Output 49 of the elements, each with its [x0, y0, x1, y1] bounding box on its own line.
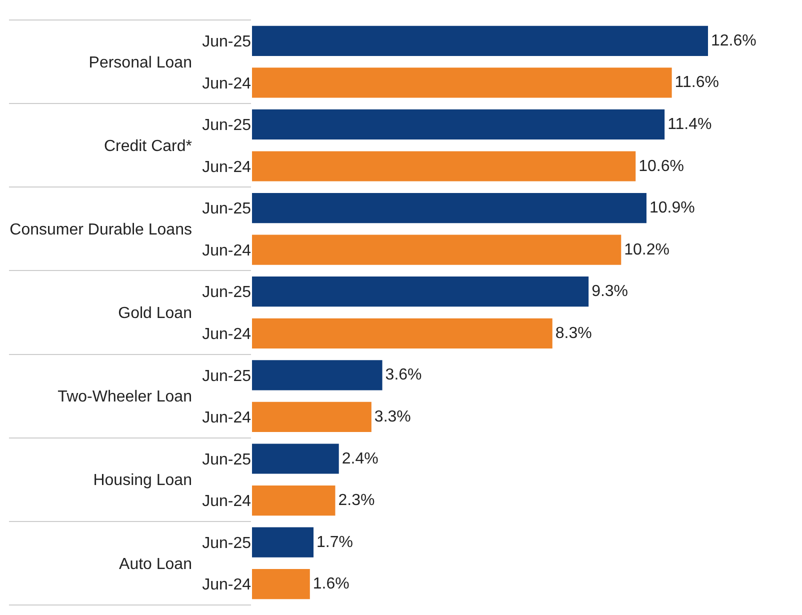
y-tick-label: Auto Loan: [119, 556, 192, 573]
text: Jun-24: [202, 493, 251, 510]
text: Jun-25: [202, 200, 251, 218]
data-label: 10.6%: [638, 158, 684, 175]
data-label: 11.4%: [668, 116, 712, 133]
text: Jun-25: [202, 33, 251, 50]
series-label: Jun-25: [202, 534, 252, 552]
data-label: 1.6%: [312, 576, 350, 593]
data-label: 10.9%: [649, 200, 695, 217]
bar: [252, 109, 665, 140]
data-label: 11.6%: [674, 74, 719, 92]
bar: [252, 26, 708, 56]
data-label: 12.6%: [711, 32, 756, 50]
data-label: 2.4%: [342, 450, 378, 468]
bar: [252, 569, 310, 600]
data-label: 9.3%: [592, 283, 628, 300]
bar: [252, 276, 589, 307]
text: Jun-25: [202, 284, 251, 302]
bar: [252, 151, 636, 182]
bar: [252, 68, 672, 98]
bar: [252, 234, 622, 265]
bar: [252, 485, 336, 516]
data-label: 10.2%: [624, 241, 670, 258]
text: Jun-25: [202, 451, 251, 468]
bar: [252, 402, 372, 432]
y-tick-label: Two-Wheeler Loan: [58, 388, 192, 406]
data-label: 2.3%: [338, 492, 375, 510]
text: Jun-24: [202, 410, 251, 427]
text: Jun-24: [202, 326, 251, 343]
bar: [252, 318, 552, 348]
text: Jun-24: [202, 158, 251, 176]
data-label: 3.6%: [385, 366, 422, 384]
series-label: Jun-24: [202, 576, 252, 594]
data-label: 3.3%: [374, 408, 411, 426]
data-label: 1.7%: [316, 534, 353, 551]
text: Jun-25: [202, 117, 251, 134]
y-tick-label: Credit Card*: [104, 138, 192, 155]
text: Jun-24: [202, 242, 251, 260]
y-tick-label: Housing Loan: [93, 472, 192, 490]
y-tick-label: Consumer Durable Loans: [10, 222, 192, 239]
bar: [252, 360, 382, 390]
text: Jun-25: [202, 368, 251, 385]
data-label: 8.3%: [555, 324, 592, 342]
bar: [252, 192, 646, 224]
y-tick-label: Personal Loan: [88, 54, 192, 72]
y-tick-label: Gold Loan: [118, 305, 192, 322]
bar: [252, 444, 339, 474]
bar: [252, 527, 314, 558]
text: Jun-24: [202, 75, 251, 92]
